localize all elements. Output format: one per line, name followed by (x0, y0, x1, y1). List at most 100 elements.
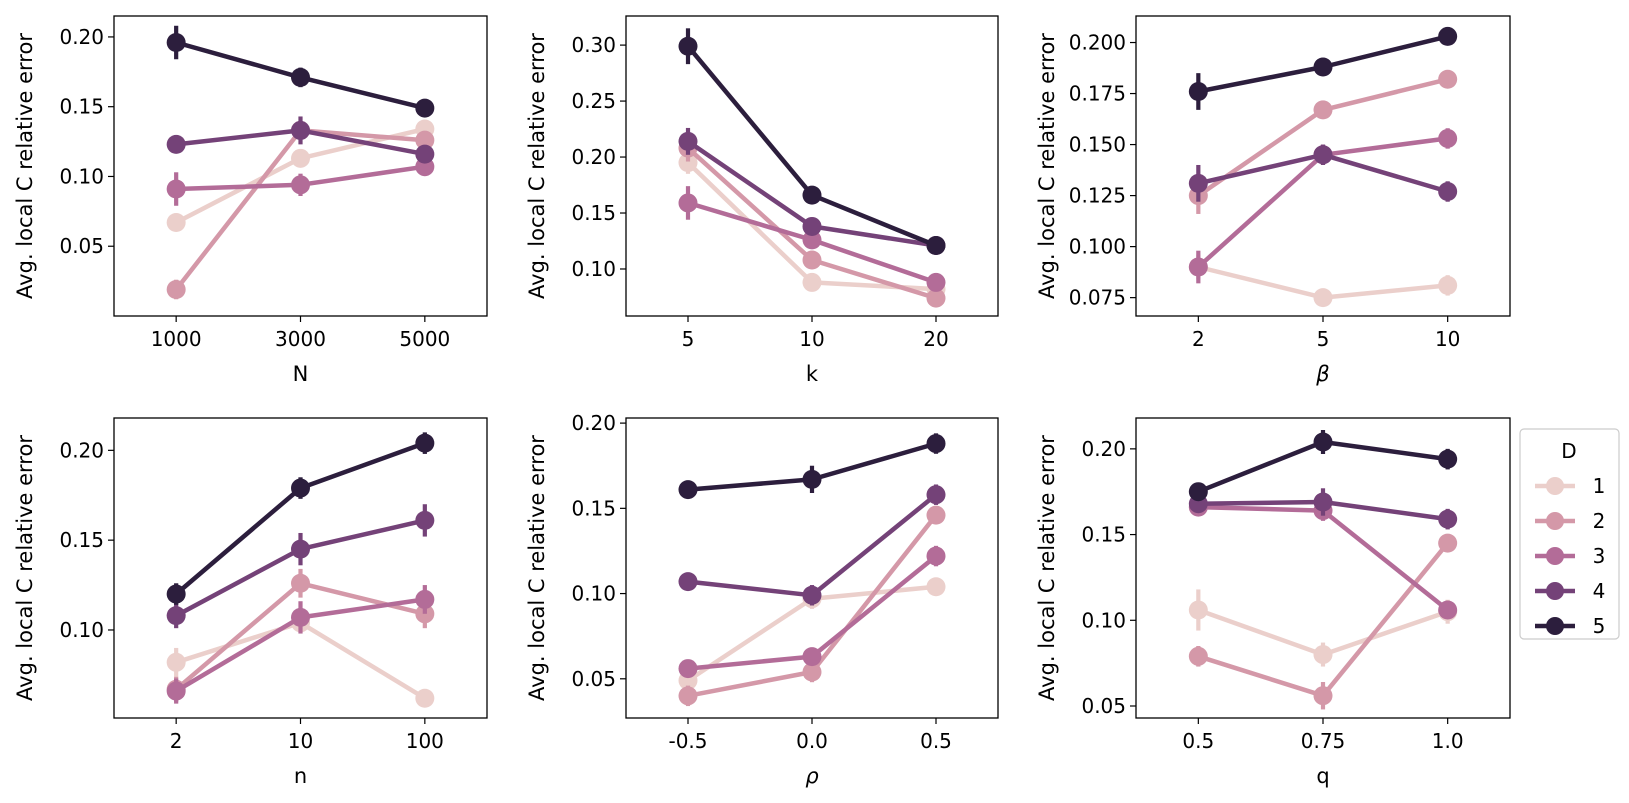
data-point (678, 131, 698, 151)
x-axis-title: k (806, 362, 819, 386)
legend-label-5: 5 (1593, 614, 1606, 638)
data-point (166, 179, 186, 199)
legend-frame (1519, 428, 1620, 640)
data-point (802, 585, 822, 605)
data-point (166, 213, 186, 233)
series-4 (1188, 144, 1458, 202)
legend-label-4: 4 (1593, 579, 1606, 603)
legend-marker-2 (1546, 512, 1564, 530)
data-point (926, 546, 946, 566)
x-tick-label: 2 (170, 729, 183, 753)
x-tick-label: 0.5 (1182, 729, 1214, 753)
series-line (1196, 504, 1450, 613)
y-tick-label: 0.125 (1069, 184, 1126, 208)
series-5 (1188, 430, 1458, 502)
data-point (1188, 173, 1208, 193)
y-tick-label: 0.15 (1081, 523, 1126, 547)
x-axis-title: n (294, 764, 307, 788)
data-point (291, 573, 310, 593)
y-tick-label: 0.05 (1081, 694, 1126, 718)
data-point (1438, 449, 1458, 469)
data-point (1188, 482, 1208, 502)
data-point (291, 175, 310, 195)
series-line (685, 492, 939, 598)
data-point (291, 478, 310, 498)
data-point (415, 130, 435, 150)
y-tick-label: 0.200 (1069, 31, 1126, 55)
x-tick-label: 2 (1192, 327, 1205, 351)
panel-1: 0.05 0.10 0.15 0.20 1000 3000 5000 N Avg. local … (13, 15, 488, 386)
data-point (678, 36, 698, 56)
y-tick-label: 0.05 (59, 234, 104, 258)
x-tick-label: 3000 (275, 327, 326, 351)
data-point (1313, 57, 1333, 77)
x-axis-title: β (1315, 362, 1329, 386)
panel-5: 0.05 0.10 0.15 0.20 -0.5 0.0 0.5 ρ Avg. local C … (525, 411, 999, 788)
data-point (1313, 288, 1333, 308)
x-tick-label: 1000 (151, 327, 202, 351)
y-tick-label: 0.20 (59, 25, 104, 49)
data-point (1438, 509, 1458, 529)
series-5 (1188, 26, 1458, 110)
data-point (678, 193, 698, 213)
data-point (415, 433, 435, 453)
data-point (802, 250, 822, 270)
series-5 (678, 28, 946, 255)
legend-marker-5 (1546, 617, 1564, 635)
y-axis-title: Avg. local C relative error (1035, 435, 1059, 701)
data-point (166, 279, 186, 299)
series-5 (166, 432, 435, 605)
data-point (802, 230, 822, 250)
series-5 (678, 433, 946, 500)
x-tick-label: 1.0 (1432, 729, 1464, 753)
x-tick-label: 5 (1317, 327, 1330, 351)
y-tick-label: 0.10 (571, 582, 616, 606)
data-point (678, 480, 698, 500)
data-point (802, 272, 822, 292)
x-tick-label: 0.0 (796, 729, 828, 753)
y-tick-label: 0.25 (571, 89, 616, 113)
y-tick-label: 0.05 (571, 667, 616, 691)
y-tick-label: 0.10 (1081, 608, 1126, 632)
series-4 (166, 116, 435, 164)
x-tick-label: -0.5 (668, 729, 707, 753)
panel-2: 0.10 0.15 0.20 0.25 0.30 5 10 20 k Avg. local C r… (525, 15, 999, 386)
x-axis-title: ρ (805, 764, 819, 788)
data-point (291, 148, 310, 168)
series-3 (166, 585, 435, 704)
data-point (1313, 492, 1333, 512)
x-axis-title: q (1316, 764, 1329, 788)
data-point (1313, 100, 1333, 120)
legend: D 1 2 3 4 5 (1519, 428, 1620, 640)
data-point (926, 235, 946, 255)
y-tick-label: 0.20 (571, 411, 616, 435)
series-3 (166, 157, 435, 206)
data-point (1188, 646, 1208, 666)
data-point (415, 688, 435, 708)
x-tick-label: 5000 (399, 327, 450, 351)
legend-label-1: 1 (1593, 474, 1606, 498)
x-tick-label: 5 (682, 327, 695, 351)
y-tick-label: 0.100 (1069, 235, 1126, 259)
y-tick-label: 0.20 (1081, 437, 1126, 461)
y-tick-label: 0.20 (571, 145, 616, 169)
data-point (802, 647, 822, 667)
data-point (926, 485, 946, 505)
data-point (678, 659, 698, 679)
data-point (1313, 645, 1333, 665)
data-point (1438, 275, 1458, 295)
data-point (415, 510, 435, 530)
data-point (802, 469, 822, 489)
data-point (1438, 533, 1458, 553)
panel-6: 0.05 0.10 0.15 0.20 0.5 0.75 1.0 q Avg. local C … (1035, 417, 1511, 788)
data-point (1438, 600, 1458, 620)
data-point (1313, 145, 1333, 165)
data-point (166, 652, 186, 672)
x-tick-label: 10 (799, 327, 824, 351)
data-point (415, 589, 435, 609)
legend-marker-1 (1546, 477, 1564, 495)
data-point (415, 98, 435, 118)
data-point (678, 572, 698, 592)
y-axis-title: Avg. local C relative error (525, 435, 549, 701)
x-tick-label: 20 (923, 327, 948, 351)
